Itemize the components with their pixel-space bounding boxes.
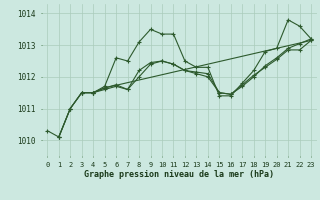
- X-axis label: Graphe pression niveau de la mer (hPa): Graphe pression niveau de la mer (hPa): [84, 170, 274, 179]
